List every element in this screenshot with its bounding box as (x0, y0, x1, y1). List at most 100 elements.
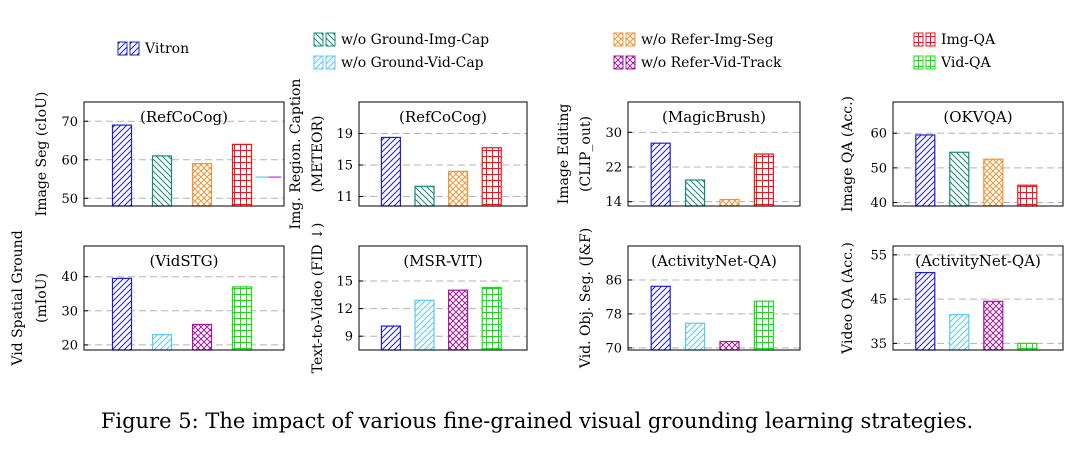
y-tick-label: 15 (336, 274, 353, 289)
bar-vidqa (231, 286, 253, 351)
y-tick-label: 30 (605, 126, 622, 141)
bar-wo_ris (191, 163, 213, 207)
figure-caption: Figure 5: The impact of various fine-gra… (101, 409, 973, 433)
legend-swatch (913, 55, 936, 70)
plot-frame (83, 101, 285, 207)
y-tick-label: 20 (61, 338, 78, 353)
y-axis-label: Image Editing (556, 104, 572, 205)
bar-wo_gic (684, 179, 706, 207)
y-tick-label: 15 (336, 159, 353, 174)
chart-panel-4: 40 50 60 (OKVQA) Image QA (Acc.) (840, 96, 1064, 212)
panel-title: (RefCoCog) (399, 108, 487, 126)
bar-wo_rvt (983, 300, 1004, 351)
chart-panel-8: 35 45 55 (ActivityNet-QA) Video QA (Acc.) (840, 242, 1064, 355)
y-axis-label: (mIoU) (34, 273, 50, 323)
legend-swatch (313, 32, 336, 47)
bar-wo_ris (983, 158, 1004, 207)
y-tick-label: 60 (870, 127, 887, 142)
plot-frame (358, 245, 528, 351)
plot-frame (358, 101, 528, 207)
y-tick-label: 40 (870, 196, 887, 211)
chart-panel-5: 20 30 40 (VidSTG) Vid Spatial Ground (mIoU) (10, 230, 285, 367)
bar-vitron (111, 277, 133, 351)
legend-label: Vid-QA (940, 55, 992, 71)
legend-swatch (913, 32, 936, 47)
legend-item-vitron: Vitron (117, 41, 189, 57)
y-axis-label: Video QA (Acc.) (840, 242, 856, 355)
legend-label: Vitron (144, 41, 189, 57)
y-tick-label: 22 (605, 161, 622, 176)
legend-item-wo_gvc: w/o Ground-Vid-Cap (313, 55, 484, 71)
panel-title: (MagicBrush) (662, 108, 766, 126)
bar-vitron (915, 134, 936, 207)
panel-title: (MSR-VIT) (403, 252, 482, 270)
y-axis-label: Vid. Obj. Seg. (J&F) (578, 228, 594, 369)
bar-vidqa (1017, 342, 1038, 351)
bar-imgqa (753, 153, 774, 207)
y-tick-label: 55 (870, 248, 887, 263)
y-tick-label: 30 (61, 304, 78, 319)
y-tick-label: 60 (61, 153, 78, 168)
y-tick-label: 19 (336, 127, 353, 142)
bar-vidqa (753, 300, 774, 351)
legend-label: w/o Refer-Img-Seg (641, 32, 774, 48)
legend-swatch (117, 41, 140, 56)
y-tick-label: 35 (870, 337, 887, 352)
y-tick-label: 70 (605, 341, 622, 356)
y-axis-label: (METEOR) (310, 115, 326, 192)
panel-title: (RefCoCog) (140, 108, 228, 126)
y-axis-label: Image Seg (cIoU) (34, 92, 50, 217)
legend-item-vidqa: Vid-QA (913, 55, 992, 71)
y-tick-label: 86 (605, 273, 622, 288)
legend: Vitron w/o Ground-Img-Cap w/o Ground-Vid-C… (117, 32, 996, 71)
legend-item-wo_rvt: w/o Refer-Vid-Track (613, 55, 782, 71)
legend-item-wo_ris: w/o Refer-Img-Seg (613, 32, 774, 48)
legend-swatch (313, 55, 336, 70)
bar-wo_rvt (448, 289, 469, 351)
y-tick-label: 45 (870, 293, 887, 308)
legend-swatch (613, 32, 636, 47)
chart-panel-7: 70 78 86 (ActivityNet-QA) Vid. Obj. Seg. (J&… (578, 228, 801, 369)
bar-vitron (915, 271, 936, 351)
bar-vitron (380, 325, 402, 351)
bar-wo_ris (448, 170, 469, 207)
plot-frame (83, 245, 285, 351)
bar-wo_gvc (684, 322, 706, 351)
legend-item-wo_gic: w/o Ground-Img-Cap (313, 32, 489, 48)
legend-label: w/o Ground-Vid-Cap (341, 55, 484, 71)
y-axis-label: Image QA (Acc.) (840, 96, 856, 212)
bar-vitron (650, 285, 671, 351)
legend-item-imgqa: Img-QA (913, 32, 996, 48)
chart-panel-6: 9 12 15 (MSR-VIT) Text-to-Video (FID ↓) (310, 223, 528, 373)
chart-panel-1: 50 60 70 (RefCoCog) Image Seg (cIoU) (34, 92, 285, 217)
bar-vitron (650, 142, 671, 207)
bar-vitron (111, 124, 133, 207)
legend-label: w/o Ground-Img-Cap (341, 32, 489, 48)
plot-frame (627, 245, 801, 351)
bar-wo_gic (949, 151, 970, 207)
y-axis-label: (CLIP_out) (578, 116, 594, 192)
y-tick-label: 11 (336, 190, 353, 205)
bar-wo_gvc (949, 313, 970, 351)
y-tick-label: 78 (605, 307, 622, 322)
panel-title: (OKVQA) (943, 108, 1012, 126)
y-tick-label: 50 (61, 192, 78, 207)
bar-wo_ris (719, 198, 740, 207)
bar-vitron (380, 136, 402, 207)
bar-imgqa (231, 143, 253, 207)
legend-label: Img-QA (941, 32, 996, 48)
bar-wo_gic (414, 185, 435, 207)
chart-panels: 50 60 70 (RefCoCog) Image Seg (cIoU) 11 15 19 (R… (10, 79, 1064, 373)
bar-wo_rvt (191, 323, 213, 351)
y-tick-label: 9 (345, 330, 353, 345)
panel-title: (VidSTG) (150, 252, 219, 270)
bar-wo_gic (151, 155, 173, 207)
plot-frame (892, 101, 1064, 207)
legend-label: w/o Refer-Vid-Track (641, 55, 782, 71)
y-tick-label: 14 (605, 195, 622, 210)
plot-frame (627, 101, 801, 207)
chart-panel-3: 14 22 30 (MagicBrush) Image Editing (CLIP_out… (556, 101, 801, 210)
y-tick-label: 12 (336, 302, 353, 317)
bar-wo_gvc (151, 334, 173, 351)
